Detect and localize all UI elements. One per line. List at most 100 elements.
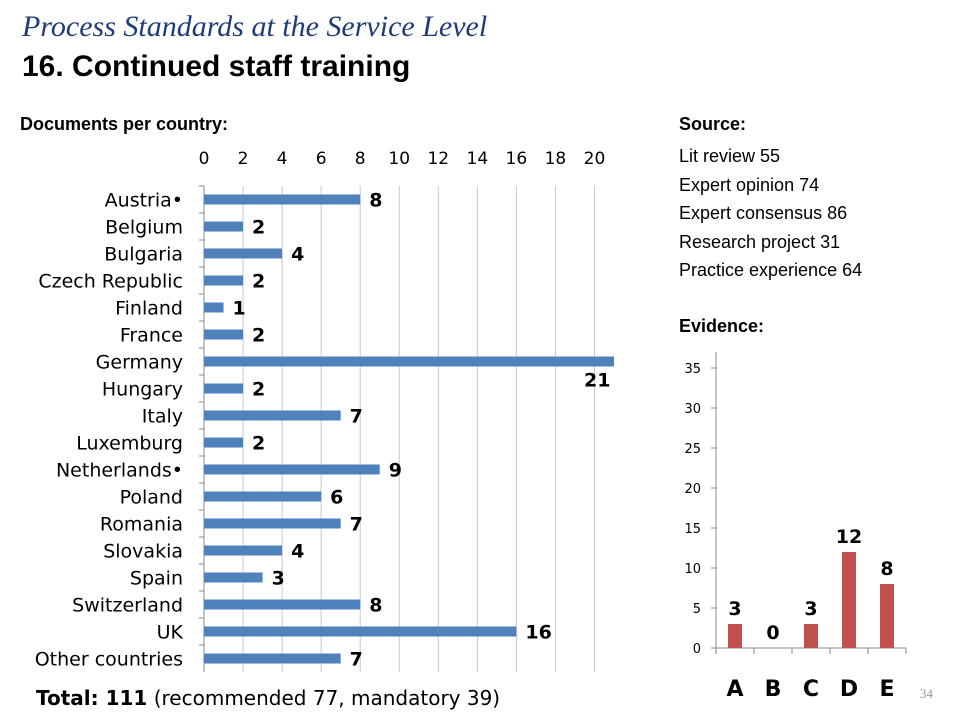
page-number: 34 — [920, 686, 933, 701]
x-tick-label: 10 — [388, 149, 410, 169]
data-label: 9 — [389, 460, 402, 482]
category-label: UK — [157, 622, 184, 644]
data-label: 2 — [252, 271, 265, 293]
total-detail: (recommended 77, mandatory 39) — [147, 686, 501, 710]
category-label: Poland — [120, 487, 183, 509]
category-label: Slovakia — [103, 541, 183, 563]
data-label: 8 — [369, 595, 382, 617]
data-label: 8 — [369, 190, 382, 212]
category-label: Hungary — [102, 379, 183, 401]
bar — [204, 329, 244, 340]
y-tick-label: 0 — [693, 642, 701, 657]
bar — [204, 437, 244, 448]
category-label: Germany — [96, 352, 183, 374]
bar — [204, 356, 614, 367]
slide-title: Process Standards at the Service Level — [22, 10, 488, 43]
documents-label: Documents per country: — [20, 114, 229, 134]
bar — [204, 545, 283, 556]
x-tick-label: 12 — [427, 149, 449, 169]
bar — [204, 383, 244, 394]
data-label: 0 — [766, 622, 779, 644]
bar — [204, 194, 361, 205]
category-label: Czech Republic — [38, 271, 183, 293]
x-tick-label: 16 — [506, 149, 528, 169]
data-label: 8 — [880, 558, 893, 580]
data-label: 12 — [836, 526, 862, 548]
bar — [204, 599, 361, 610]
category-label: C — [803, 677, 819, 702]
category-label: Other countries — [35, 649, 183, 671]
y-tick-label: 20 — [684, 482, 701, 497]
bar — [204, 302, 224, 313]
total-summary: Total: 111 (recommended 77, mandatory 39… — [36, 686, 500, 710]
source-item: Expert consensus 86 — [679, 203, 848, 223]
bar — [204, 653, 341, 664]
bar — [204, 572, 263, 583]
category-label: Luxemburg — [76, 433, 183, 455]
evidence-label: Evidence: — [679, 316, 765, 336]
x-tick-label: 4 — [277, 149, 288, 169]
source-item: Research project 31 — [679, 231, 841, 252]
x-tick-label: 0 — [199, 149, 210, 169]
x-tick-label: 2 — [238, 149, 249, 169]
data-label: 7 — [350, 514, 363, 536]
source-label: Source: — [679, 114, 747, 134]
category-label: D — [840, 677, 858, 702]
x-tick-label: 20 — [584, 149, 606, 169]
data-label: 7 — [350, 406, 363, 428]
source-item: Practice experience 64 — [679, 260, 863, 280]
category-label: B — [765, 677, 782, 702]
bar — [204, 221, 244, 232]
y-tick-label: 35 — [684, 362, 701, 377]
source-item: Lit review 55 — [679, 146, 781, 166]
bar — [842, 552, 856, 648]
y-tick-label: 10 — [684, 562, 701, 577]
bar — [804, 624, 818, 648]
bar — [204, 248, 283, 259]
data-label: 16 — [525, 622, 551, 644]
data-label: 2 — [252, 379, 265, 401]
category-label: A — [726, 677, 743, 702]
y-tick-label: 30 — [684, 402, 701, 417]
data-label: 2 — [252, 217, 265, 239]
category-label: Belgium — [105, 217, 183, 239]
source-list: Lit review 55 Expert opinion 74 Expert c… — [679, 142, 862, 285]
data-label: 7 — [350, 649, 363, 671]
data-label: 2 — [252, 325, 265, 347]
category-label: Italy — [142, 406, 183, 428]
data-label: 4 — [291, 244, 304, 266]
category-label: Spain — [130, 568, 183, 590]
bar — [204, 491, 322, 502]
data-label: 2 — [252, 433, 265, 455]
bar — [204, 464, 380, 475]
category-label: Finland — [115, 298, 183, 320]
data-label: 3 — [272, 568, 285, 590]
category-label: Romania — [100, 514, 183, 536]
total-count: Total: 111 — [36, 686, 148, 710]
category-label: Switzerland — [72, 595, 183, 617]
bar — [204, 410, 341, 421]
x-tick-label: 8 — [355, 149, 366, 169]
bar — [204, 275, 244, 286]
x-tick-label: 18 — [545, 149, 567, 169]
bar — [204, 518, 341, 529]
category-label: E — [879, 677, 894, 702]
data-label: 3 — [804, 598, 817, 620]
x-tick-label: 6 — [316, 149, 327, 169]
data-label: 4 — [291, 541, 304, 563]
y-tick-label: 15 — [684, 522, 701, 537]
y-tick-label: 5 — [693, 602, 701, 617]
bar — [204, 626, 517, 637]
data-label: 21 — [584, 370, 610, 392]
source-item: Expert opinion 74 — [679, 174, 820, 195]
bar — [880, 584, 894, 648]
category-label: Netherlands• — [56, 460, 183, 482]
category-label: Austria• — [105, 190, 183, 212]
data-label: 6 — [330, 487, 343, 509]
y-tick-label: 25 — [684, 442, 701, 457]
category-label: Bulgaria — [104, 244, 183, 266]
x-tick-label: 14 — [467, 149, 489, 169]
data-label: 1 — [233, 298, 246, 320]
